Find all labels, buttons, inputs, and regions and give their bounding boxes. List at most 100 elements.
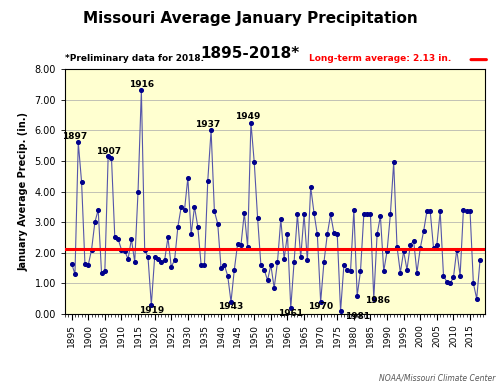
Point xyxy=(94,207,102,213)
Point xyxy=(148,302,156,308)
Point xyxy=(220,262,228,268)
Point xyxy=(194,224,202,230)
Point xyxy=(393,244,401,250)
Point xyxy=(210,208,218,214)
Text: 1981: 1981 xyxy=(344,312,370,321)
Text: 1949: 1949 xyxy=(235,112,260,121)
Point xyxy=(426,208,434,214)
Point xyxy=(174,224,182,230)
Point xyxy=(360,211,368,218)
Point xyxy=(118,247,126,253)
Point xyxy=(88,247,96,253)
Point xyxy=(227,299,235,305)
Point xyxy=(230,267,238,273)
Point xyxy=(306,184,314,190)
Point xyxy=(158,259,166,265)
Point xyxy=(108,155,116,161)
Point xyxy=(74,139,82,146)
Point xyxy=(254,214,262,221)
Point xyxy=(400,248,407,254)
Point xyxy=(363,211,371,218)
Point xyxy=(111,234,119,241)
Point xyxy=(244,244,252,250)
Point xyxy=(184,175,192,181)
Point xyxy=(446,280,454,286)
Point xyxy=(430,245,438,251)
Point xyxy=(396,270,404,276)
Point xyxy=(167,264,175,270)
Text: 1970: 1970 xyxy=(308,303,333,311)
Point xyxy=(296,254,304,260)
Point xyxy=(98,270,106,276)
Point xyxy=(373,231,381,237)
Point xyxy=(260,267,268,273)
Point xyxy=(330,230,338,236)
Point xyxy=(214,221,222,227)
Point xyxy=(237,242,245,248)
Point xyxy=(154,256,162,262)
Text: 1916: 1916 xyxy=(129,80,154,89)
Point xyxy=(91,219,99,225)
Point xyxy=(207,127,215,133)
Point xyxy=(324,231,332,237)
Point xyxy=(180,207,188,213)
Point xyxy=(134,188,142,195)
Point xyxy=(343,267,351,273)
Point xyxy=(334,231,342,237)
Text: 1919: 1919 xyxy=(138,306,164,314)
Point xyxy=(144,254,152,260)
Point xyxy=(130,259,138,265)
Text: 1937: 1937 xyxy=(195,119,220,129)
Point xyxy=(336,308,344,314)
Point xyxy=(121,248,129,254)
Point xyxy=(150,254,158,260)
Point xyxy=(280,256,288,262)
Point xyxy=(466,208,474,214)
Point xyxy=(140,247,148,253)
Point xyxy=(370,296,378,302)
Point xyxy=(224,273,232,279)
Point xyxy=(81,260,89,267)
Point xyxy=(170,257,178,264)
Point xyxy=(472,296,480,302)
Point xyxy=(234,241,241,247)
Point xyxy=(443,279,451,285)
Text: NOAA/Missouri Climate Center: NOAA/Missouri Climate Center xyxy=(378,373,495,382)
Point xyxy=(250,159,258,165)
Point xyxy=(160,257,168,264)
Point xyxy=(390,159,398,165)
Point xyxy=(68,260,76,267)
Text: Missouri Average January Precipitation: Missouri Average January Precipitation xyxy=(82,11,417,26)
Text: *Preliminary data for 2018.: *Preliminary data for 2018. xyxy=(65,54,204,63)
Text: Long-term average: 2.13 in.: Long-term average: 2.13 in. xyxy=(308,54,451,63)
Point xyxy=(386,211,394,218)
Point xyxy=(314,231,322,237)
Point xyxy=(128,236,136,242)
Text: 1895-2018*: 1895-2018* xyxy=(200,46,300,61)
Point xyxy=(287,305,295,311)
Point xyxy=(274,259,281,265)
Point xyxy=(450,274,458,280)
Point xyxy=(294,211,302,218)
Text: 1943: 1943 xyxy=(218,303,244,311)
Point xyxy=(453,247,461,253)
Point xyxy=(284,231,292,237)
Point xyxy=(456,273,464,279)
Text: 1961: 1961 xyxy=(278,309,303,318)
Point xyxy=(436,208,444,214)
Point xyxy=(416,245,424,251)
Point xyxy=(470,280,478,286)
Point xyxy=(190,204,198,210)
Point xyxy=(264,277,272,283)
Text: 1986: 1986 xyxy=(364,296,390,305)
Point xyxy=(316,299,324,305)
Point xyxy=(383,248,391,254)
Point xyxy=(433,242,441,248)
Point xyxy=(304,257,312,264)
Point xyxy=(353,293,361,299)
Point xyxy=(460,207,468,213)
Point xyxy=(320,259,328,265)
Point xyxy=(440,273,448,279)
Point xyxy=(240,210,248,216)
Point xyxy=(197,262,205,268)
